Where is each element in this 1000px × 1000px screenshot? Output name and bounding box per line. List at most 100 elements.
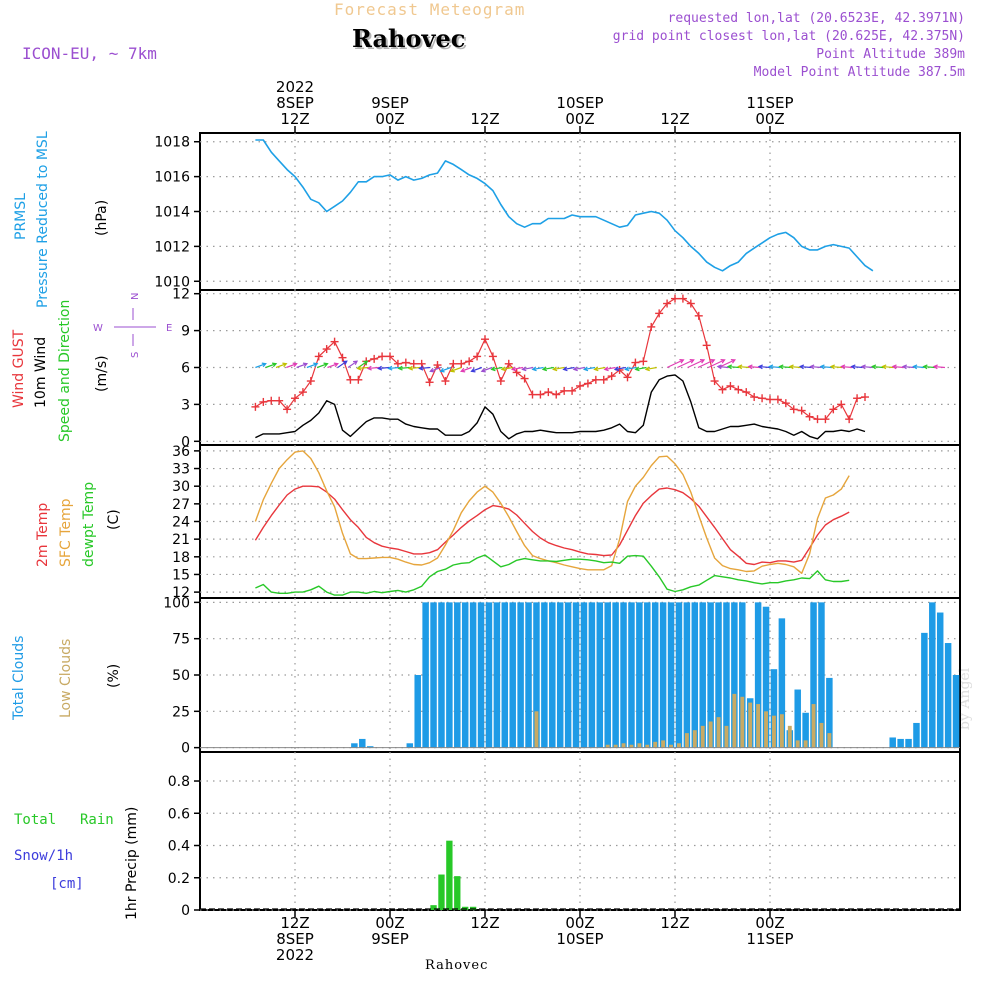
wind-direction-arrow bbox=[819, 364, 832, 370]
low-cloud-bar bbox=[700, 725, 705, 748]
wind-arrow-head bbox=[272, 362, 278, 368]
wind-direction-arrow bbox=[439, 366, 452, 373]
gust-point bbox=[346, 375, 355, 384]
model-altitude: Model Point Altitude 387.5m bbox=[753, 65, 965, 80]
wind-arrow-head bbox=[572, 366, 578, 372]
total-cloud-bar bbox=[723, 602, 730, 748]
wind-direction-arrow bbox=[634, 366, 647, 372]
total-cloud-bar bbox=[446, 602, 453, 748]
total-cloud-bar bbox=[636, 602, 643, 748]
wind-direction-arrow bbox=[891, 364, 904, 370]
wind-arrow-shaft bbox=[718, 359, 736, 369]
bottom-time-label: 00Z bbox=[755, 914, 784, 932]
wind-arrow-head bbox=[932, 364, 938, 370]
bottom-time-label: 12Z bbox=[660, 914, 689, 932]
low-cloud-bar bbox=[764, 711, 768, 748]
wind-direction-arrow bbox=[707, 359, 726, 369]
wind-arrow-shaft bbox=[327, 363, 339, 369]
wind-arrow-shaft bbox=[769, 365, 781, 369]
wind-arrow-shaft bbox=[347, 360, 358, 368]
wind-arrow-head bbox=[720, 359, 726, 364]
wind-arrow-shaft bbox=[409, 366, 421, 370]
total-cloud-bar bbox=[596, 602, 604, 748]
ytick-label: 3 bbox=[181, 397, 190, 413]
bottom-time-label: 12Z bbox=[280, 914, 309, 932]
gust-point bbox=[678, 294, 687, 303]
gust-point bbox=[591, 375, 600, 384]
total-cloud-bar bbox=[691, 602, 699, 748]
ytick-label: 1018 bbox=[154, 135, 190, 151]
wind-arrow-shaft bbox=[553, 366, 565, 371]
total-cloud-bar bbox=[715, 602, 722, 748]
rain-bar bbox=[446, 840, 453, 910]
top-time-label: 12Z bbox=[280, 110, 309, 128]
wind-arrow-shaft bbox=[357, 366, 369, 370]
wind-arrow-shaft bbox=[398, 366, 410, 370]
total-cloud-bar bbox=[580, 602, 588, 748]
temp-sfc-label: SFC Temp bbox=[58, 498, 74, 567]
wind-direction-arrow bbox=[582, 366, 596, 372]
bottom-time-label: 12Z bbox=[470, 914, 499, 932]
wind-arrow-shaft bbox=[471, 366, 483, 372]
footer-location: Rahovec bbox=[425, 958, 489, 973]
wind-unit: (m/s) bbox=[94, 355, 110, 392]
wind-arrow-head bbox=[809, 364, 815, 370]
bottom-time-label: 00Z bbox=[375, 914, 404, 932]
wind-arrow-head bbox=[737, 364, 743, 370]
wind-arrow-shaft bbox=[789, 365, 801, 369]
wind-direction-arrow bbox=[521, 366, 534, 372]
top-time-label: 2022 bbox=[276, 78, 314, 96]
wind-arrow-head bbox=[500, 366, 506, 372]
wind-arrow-head bbox=[397, 365, 403, 371]
wind-arrow-head bbox=[582, 366, 589, 372]
wind-direction-arrow bbox=[490, 366, 503, 372]
gust-point bbox=[639, 357, 648, 366]
compass-w: W bbox=[93, 323, 103, 334]
wind-direction-arrow bbox=[624, 366, 637, 372]
top-time-label: 00Z bbox=[755, 110, 784, 128]
temp-2m-label: 2m Temp bbox=[35, 503, 51, 567]
wind-arrow-shaft bbox=[594, 366, 606, 371]
total-cloud-bar bbox=[509, 602, 516, 748]
total-cloud-bar bbox=[913, 722, 920, 748]
wind-arrow-shaft bbox=[388, 366, 400, 370]
temp-unit: (C) bbox=[106, 509, 122, 530]
wind-arrow-shaft bbox=[286, 363, 297, 369]
wind-direction-arrow bbox=[757, 364, 771, 370]
wind-direction-arrow bbox=[562, 366, 575, 372]
wind-arrow-head bbox=[699, 359, 706, 364]
bottom-time-label: 10SEP bbox=[556, 930, 603, 948]
gust-point bbox=[386, 352, 394, 361]
ytick-label: 0.2 bbox=[168, 871, 190, 887]
wind-direction-arrow bbox=[687, 359, 706, 369]
compass-n: N bbox=[130, 293, 141, 300]
total-cloud-bar bbox=[952, 675, 960, 748]
total-cloud-bar bbox=[461, 602, 469, 748]
wind-direction-arrow bbox=[407, 365, 421, 371]
wind-arrow-head bbox=[644, 366, 650, 372]
wind-arrow-shaft bbox=[584, 366, 596, 371]
dewpt-temp-line bbox=[255, 554, 850, 596]
wind-arrow-shaft bbox=[717, 365, 729, 369]
ytick-label: 24 bbox=[172, 515, 190, 531]
wind-direction-arrow bbox=[286, 362, 298, 369]
low-cloud-bar bbox=[811, 704, 816, 748]
gust-point bbox=[520, 374, 529, 383]
gust-point bbox=[298, 388, 307, 397]
gust-point bbox=[275, 396, 284, 405]
gust-point bbox=[560, 386, 569, 395]
wind-arrow-head bbox=[768, 364, 774, 370]
wind-direction-arrow bbox=[316, 362, 329, 369]
wind-arrow-head bbox=[470, 367, 476, 373]
wind-arrow-shaft bbox=[542, 366, 554, 371]
wind-arrow-shaft bbox=[367, 366, 379, 370]
gust-point bbox=[702, 341, 711, 350]
pressure-label-prmsl: PRMSL bbox=[13, 193, 29, 240]
ytick-label: 1014 bbox=[154, 205, 190, 221]
wind-arrow-head bbox=[679, 359, 685, 364]
wind-direction-arrow bbox=[356, 365, 369, 371]
ytick-label: 0 bbox=[181, 434, 190, 450]
wind-arrow-head bbox=[829, 364, 835, 370]
wind-arrow-shaft bbox=[255, 363, 266, 369]
low-cloud-bar bbox=[605, 744, 610, 748]
